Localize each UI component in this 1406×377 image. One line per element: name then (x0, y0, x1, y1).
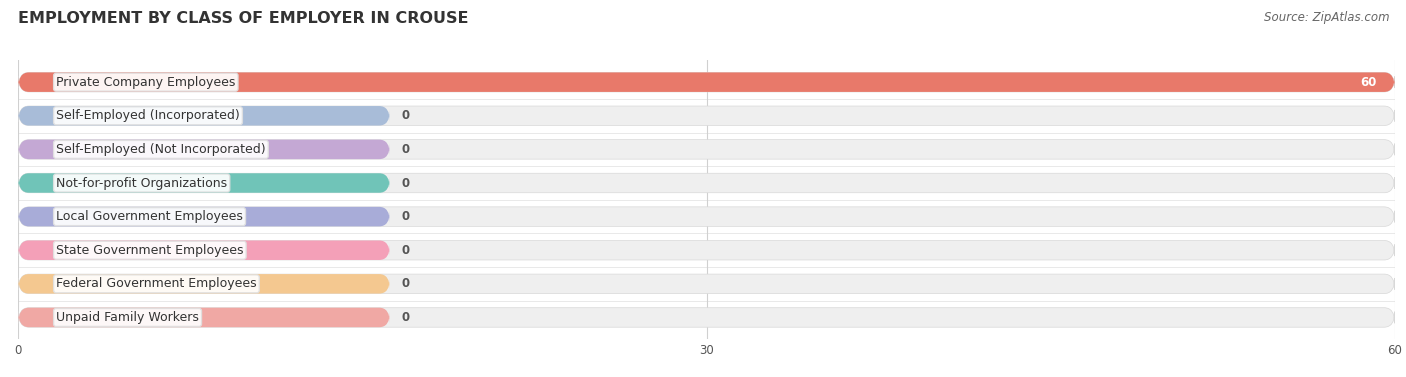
Text: 0: 0 (401, 210, 409, 223)
FancyBboxPatch shape (18, 241, 389, 260)
FancyBboxPatch shape (18, 106, 1395, 126)
FancyBboxPatch shape (18, 173, 1395, 193)
Text: 60: 60 (1360, 76, 1376, 89)
Text: 0: 0 (401, 244, 409, 257)
Text: Source: ZipAtlas.com: Source: ZipAtlas.com (1264, 11, 1389, 24)
FancyBboxPatch shape (18, 72, 1395, 92)
FancyBboxPatch shape (18, 139, 1395, 159)
Text: EMPLOYMENT BY CLASS OF EMPLOYER IN CROUSE: EMPLOYMENT BY CLASS OF EMPLOYER IN CROUS… (18, 11, 468, 26)
Text: 0: 0 (401, 277, 409, 290)
Text: 0: 0 (401, 176, 409, 190)
Text: Unpaid Family Workers: Unpaid Family Workers (56, 311, 200, 324)
Text: Federal Government Employees: Federal Government Employees (56, 277, 257, 290)
FancyBboxPatch shape (18, 241, 1395, 260)
Text: State Government Employees: State Government Employees (56, 244, 243, 257)
FancyBboxPatch shape (18, 106, 389, 126)
Text: 0: 0 (401, 311, 409, 324)
Text: Not-for-profit Organizations: Not-for-profit Organizations (56, 176, 228, 190)
Text: 0: 0 (401, 143, 409, 156)
Text: 0: 0 (401, 109, 409, 122)
FancyBboxPatch shape (18, 274, 389, 294)
FancyBboxPatch shape (18, 207, 389, 226)
FancyBboxPatch shape (18, 207, 1395, 226)
FancyBboxPatch shape (18, 173, 389, 193)
Text: Local Government Employees: Local Government Employees (56, 210, 243, 223)
Text: Private Company Employees: Private Company Employees (56, 76, 236, 89)
FancyBboxPatch shape (18, 72, 1395, 92)
FancyBboxPatch shape (18, 308, 1395, 327)
Text: Self-Employed (Incorporated): Self-Employed (Incorporated) (56, 109, 240, 122)
FancyBboxPatch shape (18, 139, 389, 159)
FancyBboxPatch shape (18, 308, 389, 327)
FancyBboxPatch shape (18, 274, 1395, 294)
Text: Self-Employed (Not Incorporated): Self-Employed (Not Incorporated) (56, 143, 266, 156)
